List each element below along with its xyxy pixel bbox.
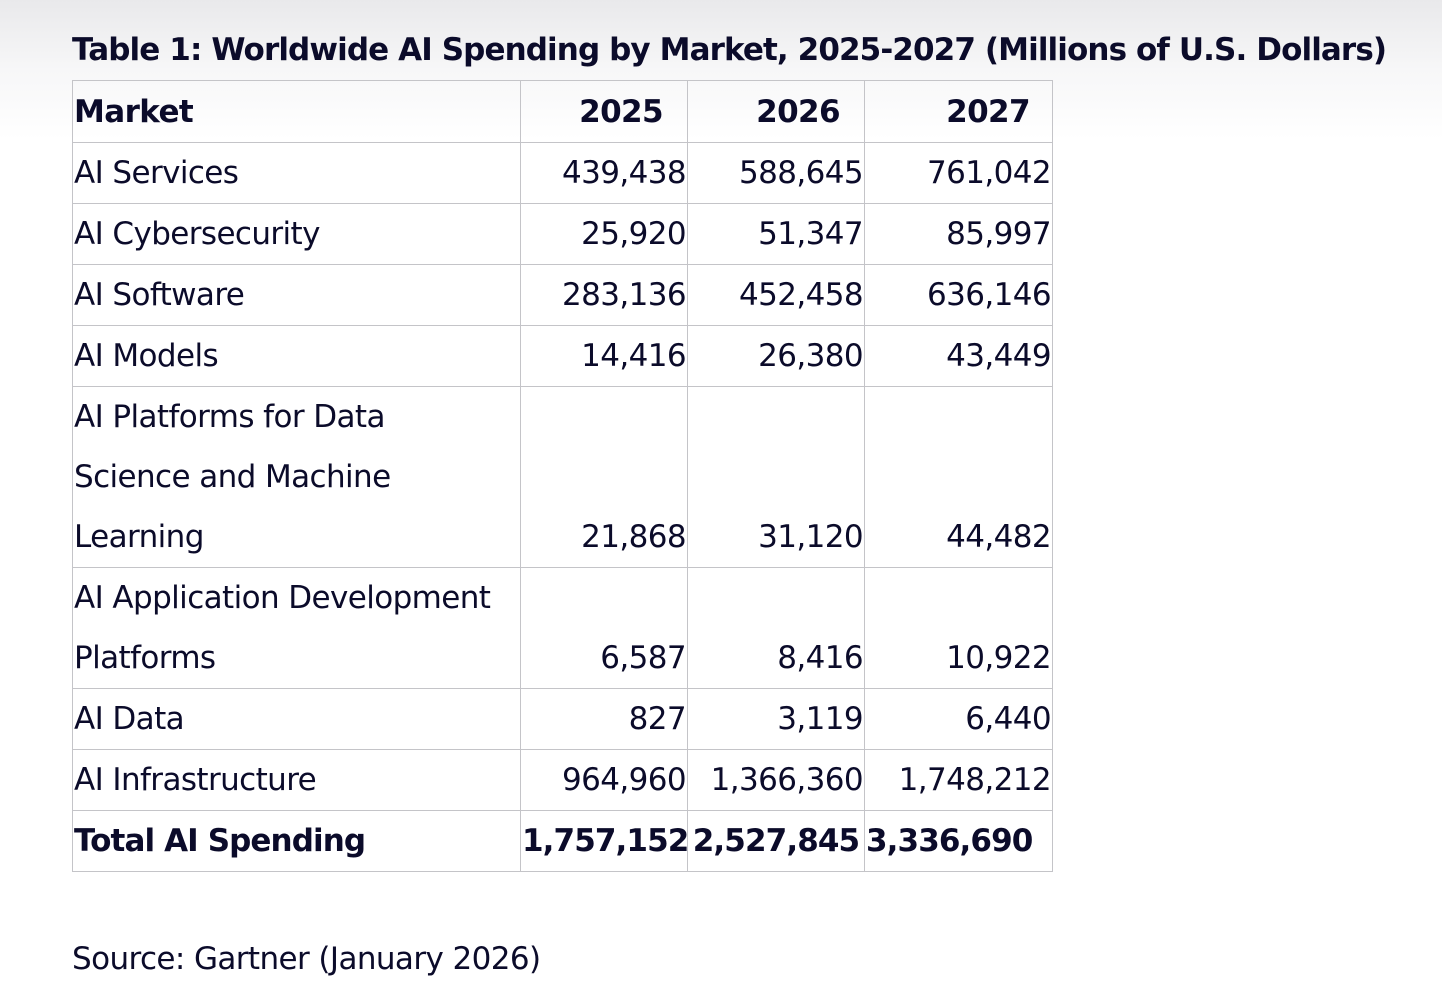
table-row: AI Software 283,136 452,458 636,146 [72,264,1053,326]
value-cell-2025: 439,438 [520,142,688,204]
table-row: AI Data 827 3,119 6,440 [72,688,1053,750]
market-cell: AI Platforms for Data Science and Machin… [72,386,521,568]
total-cell-2027: 3,336,690 [864,810,1053,872]
table-row: AI Platforms for Data Science and Machin… [72,386,1053,568]
total-cell-2026: 2,527,845 [687,810,865,872]
market-cell: AI Data [72,688,521,750]
value-cell-2026: 8,416 [687,567,865,689]
value-cell-2025: 21,868 [520,386,688,568]
value-cell-2025: 964,960 [520,749,688,811]
value-cell-2025: 283,136 [520,264,688,326]
value-cell-2025: 827 [520,688,688,750]
market-cell: AI Infrastructure [72,749,521,811]
value-cell-2027: 44,482 [864,386,1053,568]
table-row: AI Application Development Platforms 6,5… [72,567,1053,689]
table-row: AI Services 439,438 588,645 761,042 [72,142,1053,204]
table-row: AI Cybersecurity 25,920 51,347 85,997 [72,203,1053,265]
value-cell-2026: 3,119 [687,688,865,750]
total-label: Total AI Spending [72,810,521,872]
column-header-2027: 2027 [864,80,1053,143]
value-cell-2026: 31,120 [687,386,865,568]
value-cell-2027: 43,449 [864,325,1053,387]
value-cell-2027: 10,922 [864,567,1053,689]
market-cell: AI Services [72,142,521,204]
value-cell-2026: 588,645 [687,142,865,204]
value-cell-2027: 85,997 [864,203,1053,265]
column-header-market: Market [72,80,521,143]
value-cell-2026: 452,458 [687,264,865,326]
value-cell-2027: 1,748,212 [864,749,1053,811]
table-row: AI Infrastructure 964,960 1,366,360 1,74… [72,749,1053,811]
ai-spending-table: Market 2025 2026 2027 AI Services 439,43… [72,80,1053,872]
table-row: AI Models 14,416 26,380 43,449 [72,325,1053,387]
column-header-2026: 2026 [687,80,865,143]
value-cell-2026: 26,380 [687,325,865,387]
value-cell-2025: 25,920 [520,203,688,265]
value-cell-2027: 6,440 [864,688,1053,750]
market-cell: AI Application Development Platforms [72,567,521,689]
value-cell-2025: 6,587 [520,567,688,689]
value-cell-2026: 51,347 [687,203,865,265]
value-cell-2026: 1,366,360 [687,749,865,811]
column-header-2025: 2025 [520,80,688,143]
value-cell-2025: 14,416 [520,325,688,387]
total-row: Total AI Spending 1,757,152 2,527,845 3,… [72,810,1053,872]
market-cell: AI Software [72,264,521,326]
source-note: Source: Gartner (January 2026) [72,941,541,977]
total-cell-2025: 1,757,152 [520,810,688,872]
market-cell: AI Models [72,325,521,387]
market-cell: AI Cybersecurity [72,203,521,265]
value-cell-2027: 636,146 [864,264,1053,326]
table-header-row: Market 2025 2026 2027 [72,80,1053,143]
table-title: Table 1: Worldwide AI Spending by Market… [72,32,1387,68]
value-cell-2027: 761,042 [864,142,1053,204]
